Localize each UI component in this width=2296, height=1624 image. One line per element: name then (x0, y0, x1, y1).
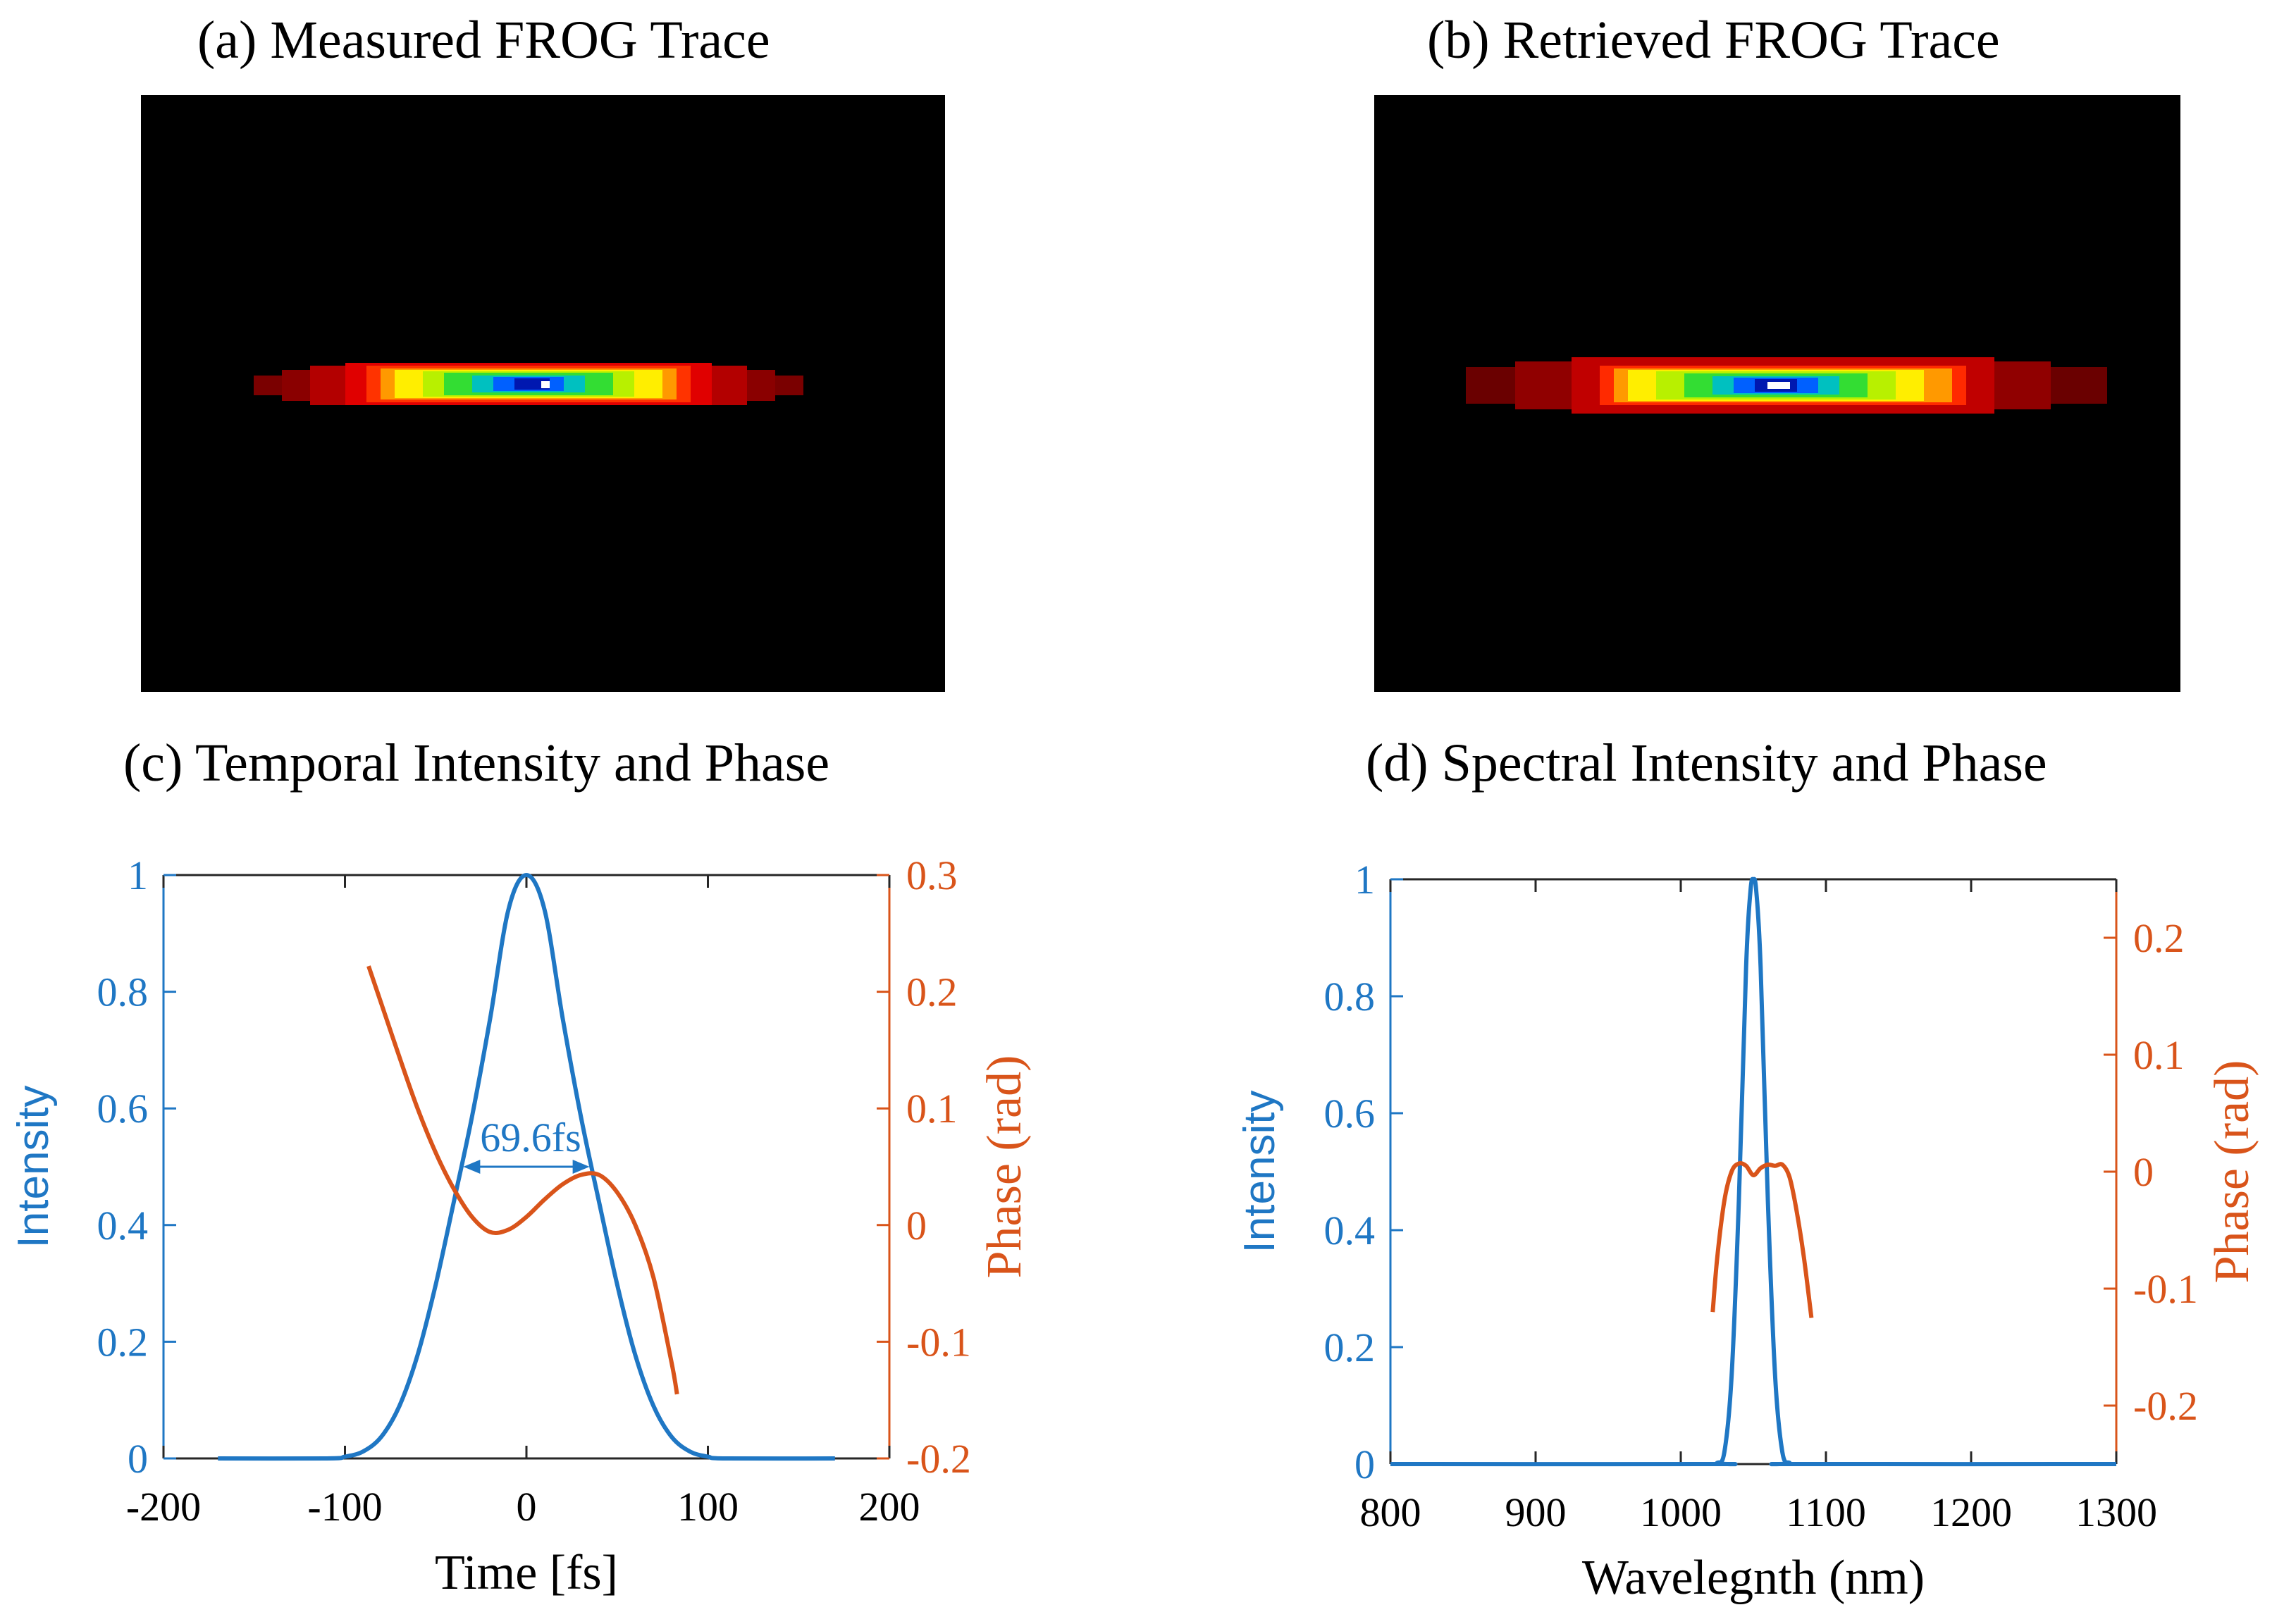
chart-c-y-right-tick-label: 0.1 (906, 1086, 958, 1132)
chart-d-y-tick-label: 0 (1354, 1442, 1375, 1487)
chart-d-y-right-tick-label: 0 (2133, 1149, 2154, 1195)
chart-d-x-tick-label: 1000 (1640, 1489, 1722, 1535)
chart-c-y-tick-label: 0.4 (97, 1203, 149, 1248)
chart-c-fwhm-arrow-right (572, 1160, 590, 1174)
measured-frog-trace (141, 95, 945, 692)
chart-d-y-right-tick-label: -0.2 (2133, 1383, 2198, 1429)
chart-c-y-tick-label: 1 (128, 853, 148, 898)
chart-c-y-tick-label: 0.8 (97, 969, 149, 1015)
retrieved-frog-trace (1374, 95, 2180, 692)
chart-d-y-axis-label: Intensity (1235, 1091, 1284, 1253)
chart-d-y-right-tick-label: 0.1 (2133, 1032, 2185, 1078)
chart-d-x-tick-label: 800 (1360, 1489, 1421, 1535)
chart-d-x-tick-label: 1100 (1786, 1489, 1866, 1535)
chart-d-x-tick-label: 900 (1505, 1489, 1567, 1535)
chart-c-y-tick-label: 0.2 (97, 1319, 149, 1365)
chart-d-y-right-tick-label: -0.1 (2133, 1266, 2198, 1312)
chart-c-y-right-axis-label: Phase (rad) (977, 1055, 1032, 1279)
chart-c-x-axis-label: Time [fs] (435, 1546, 618, 1600)
chart-c-y-axis-label: Intensity (9, 1086, 58, 1248)
chart-c-y-right-tick-label: 0.2 (906, 969, 958, 1015)
chart-d-y-tick-label: 0.6 (1324, 1091, 1376, 1136)
chart-c-y-tick-label: 0.6 (97, 1086, 149, 1132)
chart-d-y-tick-label: 0.4 (1324, 1208, 1376, 1253)
chart-d-x-axis-label: Wavelegnth (nm) (1582, 1551, 1925, 1605)
chart-c-fwhm-arrow-left (463, 1160, 481, 1174)
panel-b-title: (b) Retrieved FROG Trace (1427, 11, 2000, 70)
chart-d-series-intensity (1390, 876, 2117, 1467)
panel-a-title: (a) Measured FROG Trace (197, 11, 770, 70)
chart-d-y-right-axis-label: Phase (rad) (2205, 1060, 2259, 1284)
chart-c-x-tick-label: -100 (307, 1484, 382, 1530)
chart-d-y-right-tick-label: 0.2 (2133, 915, 2185, 961)
chart-c-x-tick-label: 100 (677, 1484, 739, 1530)
chart-c-y-tick-label: 0 (128, 1436, 148, 1482)
chart-c-series-intensity (218, 873, 835, 1461)
chart-c-y-right-tick-label: -0.2 (906, 1436, 971, 1482)
chart-d-y-tick-label: 0.8 (1324, 974, 1376, 1019)
chart-c-x-tick-label: 200 (859, 1484, 920, 1530)
chart-c-y-right-tick-label: 0.3 (906, 853, 958, 898)
chart-d-y-tick-label: 0.2 (1324, 1325, 1376, 1370)
panel-c-title: (c) Temporal Intensity and Phase (123, 733, 830, 793)
chart-c-y-right-tick-label: 0 (906, 1203, 927, 1248)
chart-c-y-right-tick-label: -0.1 (906, 1319, 971, 1365)
chart-c-x-tick-label: 0 (517, 1484, 537, 1530)
chart-d-x-tick-label: 1300 (2075, 1489, 2157, 1535)
chart-d-x-tick-label: 1200 (1930, 1489, 2012, 1535)
retrieved-frog-heatmap (1466, 357, 2107, 414)
chart-d-series-phase (1710, 1160, 1814, 1318)
chart-c-series-phase (366, 965, 679, 1395)
chart-c-x-tick-label: -200 (126, 1484, 201, 1530)
chart-d-y-tick-label: 1 (1354, 857, 1375, 903)
panel-d-title: (d) Spectral Intensity and Phase (1366, 733, 2047, 793)
measured-frog-heatmap (254, 363, 803, 405)
chart-c-fwhm-label: 69.6fs (480, 1115, 581, 1160)
